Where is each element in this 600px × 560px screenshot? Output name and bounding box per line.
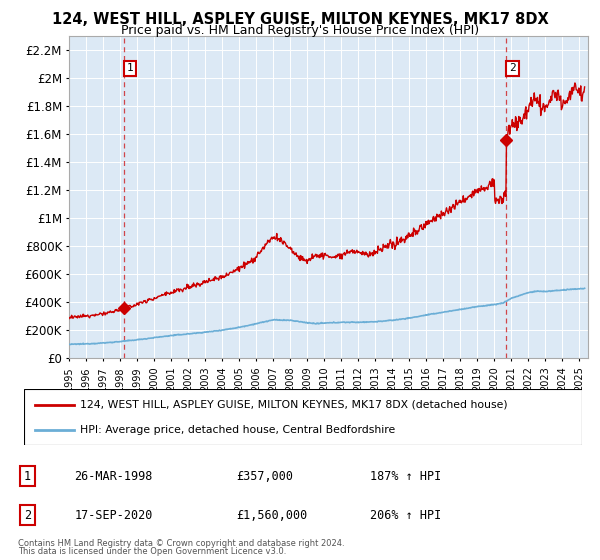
Text: £357,000: £357,000 — [236, 469, 293, 483]
Text: 124, WEST HILL, ASPLEY GUISE, MILTON KEYNES, MK17 8DX: 124, WEST HILL, ASPLEY GUISE, MILTON KEY… — [52, 12, 548, 27]
Text: HPI: Average price, detached house, Central Bedfordshire: HPI: Average price, detached house, Cent… — [80, 424, 395, 435]
Text: 2: 2 — [509, 63, 516, 73]
Text: This data is licensed under the Open Government Licence v3.0.: This data is licensed under the Open Gov… — [18, 548, 286, 557]
Text: £1,560,000: £1,560,000 — [236, 508, 307, 522]
Text: Price paid vs. HM Land Registry's House Price Index (HPI): Price paid vs. HM Land Registry's House … — [121, 24, 479, 37]
Text: 1: 1 — [127, 63, 133, 73]
Text: 124, WEST HILL, ASPLEY GUISE, MILTON KEYNES, MK17 8DX (detached house): 124, WEST HILL, ASPLEY GUISE, MILTON KEY… — [80, 400, 508, 410]
Text: 187% ↑ HPI: 187% ↑ HPI — [370, 469, 441, 483]
Text: Contains HM Land Registry data © Crown copyright and database right 2024.: Contains HM Land Registry data © Crown c… — [18, 539, 344, 548]
Text: 206% ↑ HPI: 206% ↑ HPI — [370, 508, 441, 522]
Text: 1: 1 — [24, 469, 31, 483]
Text: 26-MAR-1998: 26-MAR-1998 — [74, 469, 152, 483]
FancyBboxPatch shape — [24, 389, 582, 445]
Text: 17-SEP-2020: 17-SEP-2020 — [74, 508, 152, 522]
Text: 2: 2 — [24, 508, 31, 522]
